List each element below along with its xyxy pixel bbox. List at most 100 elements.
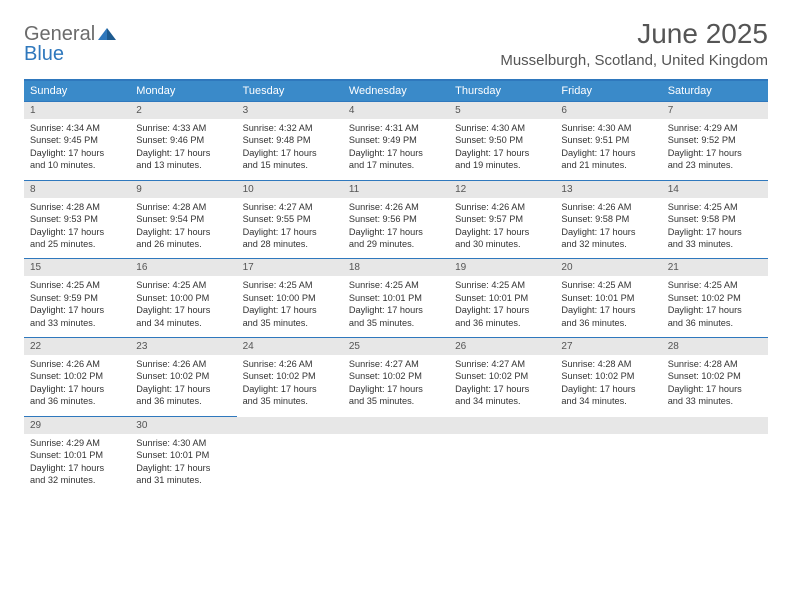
day-cell: 23Sunrise: 4:26 AMSunset: 10:02 PMDaylig… xyxy=(130,338,236,417)
day-number: 28 xyxy=(662,338,768,355)
calendar-page: General Blue June 2025 Musselburgh, Scot… xyxy=(0,0,792,512)
day-number: 6 xyxy=(555,102,661,119)
day-line-dl1: Daylight: 17 hours xyxy=(668,147,762,159)
day-cell: 16Sunrise: 4:25 AMSunset: 10:00 PMDaylig… xyxy=(130,259,236,338)
logo-triangle-icon xyxy=(98,24,116,44)
day-line-sr: Sunrise: 4:25 AM xyxy=(349,279,443,291)
dow-sunday: Sunday xyxy=(24,80,130,102)
day-line-dl1: Daylight: 17 hours xyxy=(243,304,337,316)
day-number: 15 xyxy=(24,259,130,276)
day-line-dl1: Daylight: 17 hours xyxy=(349,304,443,316)
week-row: 29Sunrise: 4:29 AMSunset: 10:01 PMDaylig… xyxy=(24,416,768,494)
day-line-ss: Sunset: 10:02 PM xyxy=(349,370,443,382)
logo-text-blue: Blue xyxy=(24,43,64,65)
day-line-sr: Sunrise: 4:30 AM xyxy=(455,122,549,134)
day-line-sr: Sunrise: 4:25 AM xyxy=(243,279,337,291)
day-line-dl1: Daylight: 17 hours xyxy=(136,462,230,474)
day-data: Sunrise: 4:33 AMSunset: 9:46 PMDaylight:… xyxy=(130,119,236,180)
day-data: Sunrise: 4:26 AMSunset: 9:58 PMDaylight:… xyxy=(555,198,661,259)
day-line-dl1: Daylight: 17 hours xyxy=(561,383,655,395)
day-data: Sunrise: 4:28 AMSunset: 10:02 PMDaylight… xyxy=(662,355,768,416)
day-data: Sunrise: 4:25 AMSunset: 10:01 PMDaylight… xyxy=(449,276,555,337)
day-line-dl1: Daylight: 17 hours xyxy=(30,462,124,474)
day-cell: 26Sunrise: 4:27 AMSunset: 10:02 PMDaylig… xyxy=(449,338,555,417)
day-cell: 7Sunrise: 4:29 AMSunset: 9:52 PMDaylight… xyxy=(662,102,768,181)
calendar-grid: Sunday Monday Tuesday Wednesday Thursday… xyxy=(24,79,768,494)
day-cell: 19Sunrise: 4:25 AMSunset: 10:01 PMDaylig… xyxy=(449,259,555,338)
day-line-dl2: and 30 minutes. xyxy=(455,238,549,250)
day-cell xyxy=(237,416,343,494)
day-number: 29 xyxy=(24,417,130,434)
day-line-ss: Sunset: 10:02 PM xyxy=(455,370,549,382)
day-line-ss: Sunset: 9:49 PM xyxy=(349,134,443,146)
day-data: Sunrise: 4:27 AMSunset: 9:55 PMDaylight:… xyxy=(237,198,343,259)
day-line-dl1: Daylight: 17 hours xyxy=(455,383,549,395)
day-data: Sunrise: 4:26 AMSunset: 10:02 PMDaylight… xyxy=(237,355,343,416)
day-cell xyxy=(662,416,768,494)
day-line-sr: Sunrise: 4:30 AM xyxy=(136,437,230,449)
day-line-dl2: and 17 minutes. xyxy=(349,159,443,171)
day-cell: 8Sunrise: 4:28 AMSunset: 9:53 PMDaylight… xyxy=(24,180,130,259)
day-cell: 9Sunrise: 4:28 AMSunset: 9:54 PMDaylight… xyxy=(130,180,236,259)
day-line-dl2: and 35 minutes. xyxy=(349,395,443,407)
day-line-ss: Sunset: 10:00 PM xyxy=(136,292,230,304)
day-line-ss: Sunset: 10:01 PM xyxy=(30,449,124,461)
day-cell: 6Sunrise: 4:30 AMSunset: 9:51 PMDaylight… xyxy=(555,102,661,181)
day-line-sr: Sunrise: 4:26 AM xyxy=(136,358,230,370)
day-data: Sunrise: 4:25 AMSunset: 10:00 PMDaylight… xyxy=(237,276,343,337)
day-line-dl2: and 19 minutes. xyxy=(455,159,549,171)
day-line-ss: Sunset: 10:02 PM xyxy=(136,370,230,382)
day-line-dl2: and 35 minutes. xyxy=(243,395,337,407)
day-line-sr: Sunrise: 4:26 AM xyxy=(243,358,337,370)
day-line-sr: Sunrise: 4:28 AM xyxy=(561,358,655,370)
day-line-ss: Sunset: 10:01 PM xyxy=(561,292,655,304)
day-cell: 30Sunrise: 4:30 AMSunset: 10:01 PMDaylig… xyxy=(130,416,236,494)
day-line-dl2: and 35 minutes. xyxy=(243,317,337,329)
day-data: Sunrise: 4:28 AMSunset: 9:54 PMDaylight:… xyxy=(130,198,236,259)
day-number: 3 xyxy=(237,102,343,119)
day-cell: 10Sunrise: 4:27 AMSunset: 9:55 PMDayligh… xyxy=(237,180,343,259)
day-line-sr: Sunrise: 4:30 AM xyxy=(561,122,655,134)
day-line-dl2: and 35 minutes. xyxy=(349,317,443,329)
day-line-sr: Sunrise: 4:25 AM xyxy=(561,279,655,291)
day-number: 8 xyxy=(24,181,130,198)
day-cell: 20Sunrise: 4:25 AMSunset: 10:01 PMDaylig… xyxy=(555,259,661,338)
day-data: Sunrise: 4:28 AMSunset: 10:02 PMDaylight… xyxy=(555,355,661,416)
day-line-dl2: and 25 minutes. xyxy=(30,238,124,250)
day-line-dl2: and 32 minutes. xyxy=(561,238,655,250)
day-line-ss: Sunset: 10:02 PM xyxy=(668,370,762,382)
day-line-dl1: Daylight: 17 hours xyxy=(561,226,655,238)
day-line-dl2: and 15 minutes. xyxy=(243,159,337,171)
week-row: 15Sunrise: 4:25 AMSunset: 9:59 PMDayligh… xyxy=(24,259,768,338)
day-line-dl2: and 36 minutes. xyxy=(455,317,549,329)
day-line-dl2: and 21 minutes. xyxy=(561,159,655,171)
day-line-dl1: Daylight: 17 hours xyxy=(136,147,230,159)
day-cell: 24Sunrise: 4:26 AMSunset: 10:02 PMDaylig… xyxy=(237,338,343,417)
day-line-dl1: Daylight: 17 hours xyxy=(30,226,124,238)
day-line-dl1: Daylight: 17 hours xyxy=(455,226,549,238)
day-line-sr: Sunrise: 4:28 AM xyxy=(136,201,230,213)
day-line-dl2: and 32 minutes. xyxy=(30,474,124,486)
day-number: 19 xyxy=(449,259,555,276)
week-row: 1Sunrise: 4:34 AMSunset: 9:45 PMDaylight… xyxy=(24,102,768,181)
day-data: Sunrise: 4:30 AMSunset: 10:01 PMDaylight… xyxy=(130,434,236,495)
logo-text: General Blue xyxy=(24,24,116,64)
day-line-dl1: Daylight: 17 hours xyxy=(136,304,230,316)
day-line-dl1: Daylight: 17 hours xyxy=(136,226,230,238)
days-of-week-row: Sunday Monday Tuesday Wednesday Thursday… xyxy=(24,80,768,102)
day-cell: 21Sunrise: 4:25 AMSunset: 10:02 PMDaylig… xyxy=(662,259,768,338)
day-cell: 2Sunrise: 4:33 AMSunset: 9:46 PMDaylight… xyxy=(130,102,236,181)
day-line-ss: Sunset: 10:02 PM xyxy=(30,370,124,382)
day-cell: 3Sunrise: 4:32 AMSunset: 9:48 PMDaylight… xyxy=(237,102,343,181)
day-cell: 14Sunrise: 4:25 AMSunset: 9:58 PMDayligh… xyxy=(662,180,768,259)
day-line-ss: Sunset: 10:02 PM xyxy=(668,292,762,304)
day-cell xyxy=(343,416,449,494)
day-line-sr: Sunrise: 4:29 AM xyxy=(30,437,124,449)
day-number: 10 xyxy=(237,181,343,198)
day-data: Sunrise: 4:31 AMSunset: 9:49 PMDaylight:… xyxy=(343,119,449,180)
day-line-ss: Sunset: 9:50 PM xyxy=(455,134,549,146)
day-data: Sunrise: 4:32 AMSunset: 9:48 PMDaylight:… xyxy=(237,119,343,180)
day-line-dl1: Daylight: 17 hours xyxy=(30,147,124,159)
dow-saturday: Saturday xyxy=(662,80,768,102)
day-line-dl1: Daylight: 17 hours xyxy=(455,147,549,159)
